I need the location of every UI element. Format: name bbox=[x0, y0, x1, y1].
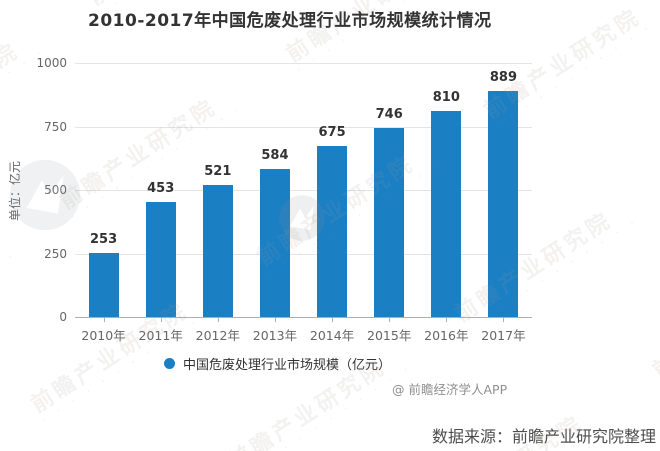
plot-area: 0 250 500 750 1000 253 2010年 453 2011年 521 2012年 58… bbox=[36, 56, 532, 343]
bar-2014年 bbox=[317, 146, 348, 317]
legend-label: 中国危废处理行业市场规模（亿元） bbox=[183, 358, 392, 373]
x-axis-tick bbox=[332, 317, 334, 322]
bar-2017年 bbox=[488, 91, 519, 317]
gridline bbox=[75, 63, 532, 64]
attribution-text: @ 前瞻经济学人APP bbox=[392, 382, 508, 397]
y-axis-tick-label: 250 bbox=[44, 246, 67, 261]
y-axis-tick-label: 750 bbox=[44, 119, 67, 134]
x-axis-tick bbox=[103, 317, 105, 322]
bar-2012年 bbox=[202, 185, 233, 317]
x-axis-tick-label: 2013年 bbox=[252, 328, 298, 343]
y-axis-unit-label: 单位：亿元 bbox=[8, 161, 22, 222]
x-axis-tick bbox=[217, 317, 219, 322]
x-axis-tick bbox=[389, 317, 391, 322]
y-axis-tick-label: 500 bbox=[44, 183, 67, 197]
gridline bbox=[75, 126, 532, 128]
x-axis-tick bbox=[274, 317, 276, 322]
legend: 中国危废处理行业市场规模（亿元） bbox=[164, 354, 391, 373]
bar-2013年 bbox=[259, 169, 290, 317]
x-axis-tick bbox=[446, 317, 448, 322]
bar-value-label: 810 bbox=[432, 90, 460, 105]
watermark-text: 前瞻产业研究院 bbox=[0, 21, 48, 165]
bar-value-label: 675 bbox=[318, 125, 346, 140]
x-axis-tick-label: 2012年 bbox=[195, 328, 240, 343]
x-axis-tick-label: 2015年 bbox=[367, 328, 412, 343]
x-axis-tick-label: 2010年 bbox=[81, 328, 126, 343]
chart-title: 2010-2017年中国危废处理行业市场规模统计情况 bbox=[88, 11, 492, 31]
gridline bbox=[75, 253, 532, 255]
gridline bbox=[75, 190, 532, 191]
x-axis-line bbox=[75, 317, 532, 318]
data-source-note: 数据来源：前瞻产业研究院整理 bbox=[431, 427, 656, 446]
bar-value-label: 889 bbox=[489, 70, 517, 85]
x-axis-tick-label: 2017年 bbox=[481, 328, 526, 343]
legend-marker-icon bbox=[164, 358, 175, 369]
bar-value-label: 584 bbox=[261, 148, 289, 163]
x-axis-tick-label: 2016年 bbox=[424, 328, 469, 343]
y-axis-tick-label: 0 bbox=[59, 310, 67, 324]
bar-value-label: 521 bbox=[204, 164, 232, 179]
y-axis-tick-label: 1000 bbox=[36, 56, 67, 70]
bar-2016年 bbox=[431, 111, 462, 317]
x-axis-tick-label: 2011年 bbox=[138, 328, 183, 343]
bar-2010年 bbox=[88, 253, 119, 317]
x-axis-tick-label: 2014年 bbox=[309, 328, 355, 343]
bar-value-label: 746 bbox=[375, 107, 403, 122]
watermark-text: 前瞻产业研究院 bbox=[0, 224, 19, 368]
watermark-text: 前瞻产业研究院 bbox=[645, 246, 660, 390]
x-axis-tick bbox=[160, 317, 162, 322]
bar-value-label: 453 bbox=[147, 181, 175, 196]
x-axis-tick bbox=[503, 317, 505, 322]
bar-2011年 bbox=[145, 202, 176, 317]
bar-2015年 bbox=[374, 128, 405, 317]
bar-value-label: 253 bbox=[89, 232, 118, 247]
